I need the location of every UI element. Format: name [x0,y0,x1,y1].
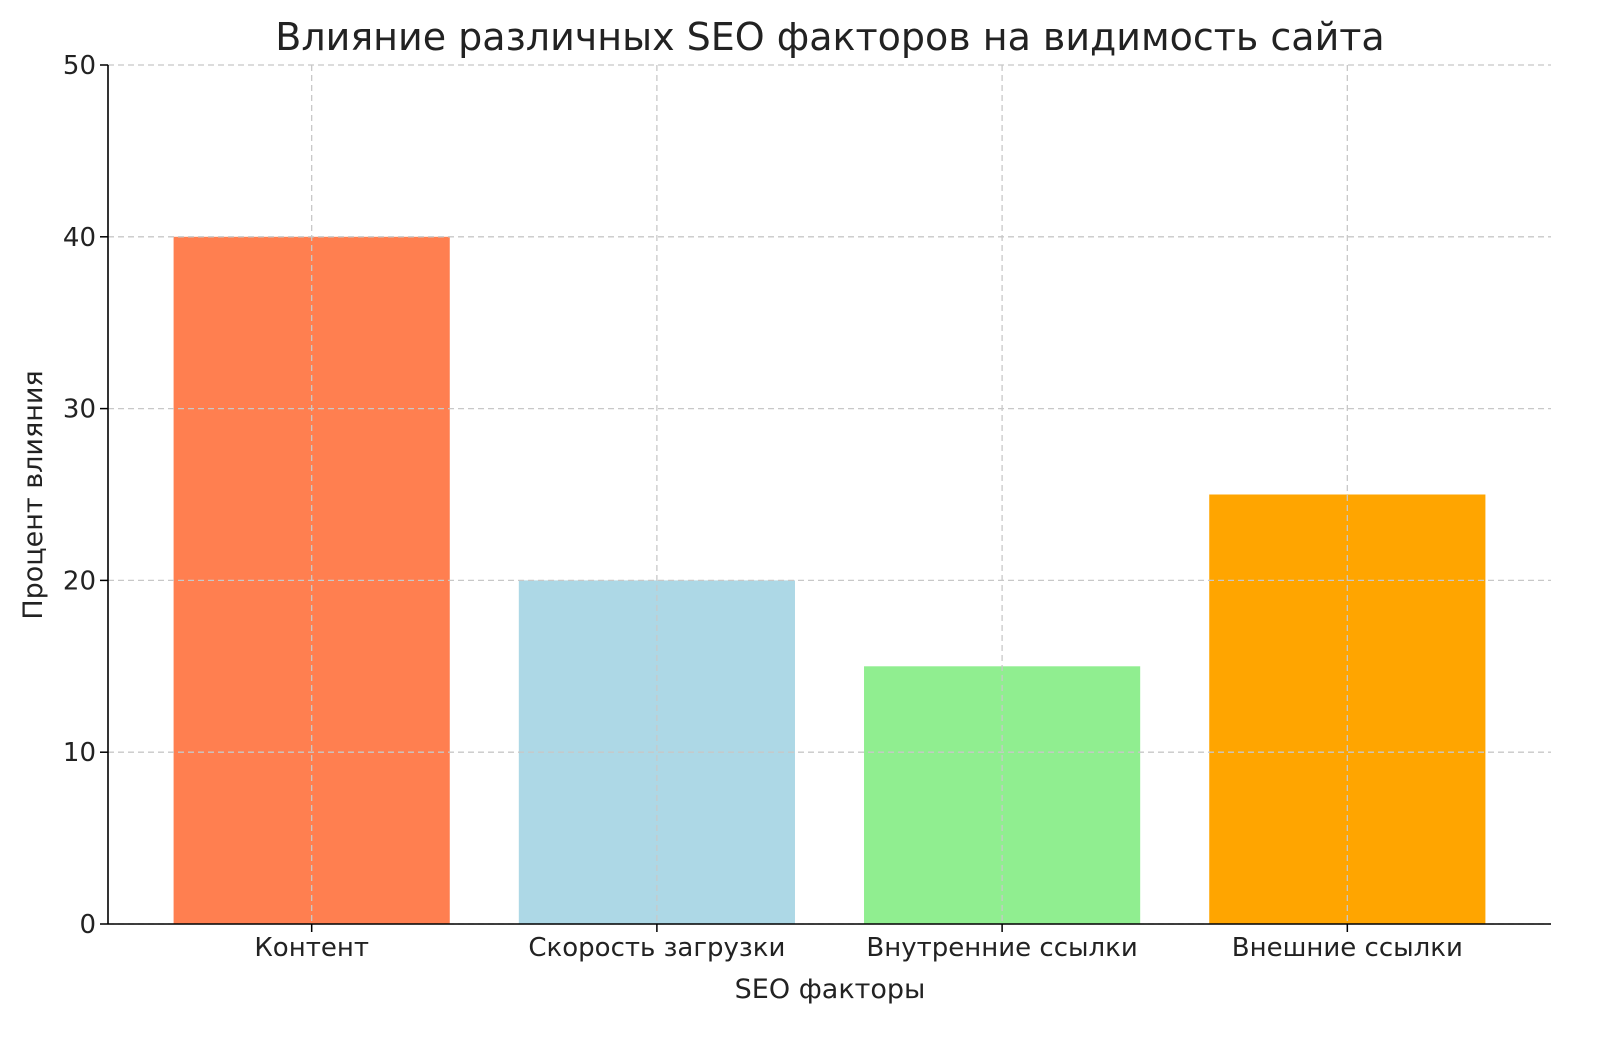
x-tick-label: Внутренние ссылки [866,933,1137,963]
y-tick-label: 20 [63,566,96,596]
x-axis-label: SEO факторы [735,974,926,1005]
x-tick-label: Внешние ссылки [1232,933,1463,963]
y-tick-label: 10 [63,738,96,768]
y-tick-label: 40 [63,223,96,253]
x-ticks: Контент Скорость загрузки Внутренние ссылк… [254,924,1463,963]
chart-title: Влияние различных SEO факторов на видимо… [275,15,1384,59]
y-tick-label: 30 [63,395,96,425]
y-tick-label: 0 [79,910,96,940]
x-tick-label: Контент [254,933,369,963]
axes [107,65,1551,925]
x-tick-label: Скорость загрузки [528,933,785,963]
y-tick-label: 50 [63,51,96,81]
y-ticks: 0 10 20 30 40 50 [63,51,108,940]
y-axis-label: Процент влияния [18,370,49,619]
